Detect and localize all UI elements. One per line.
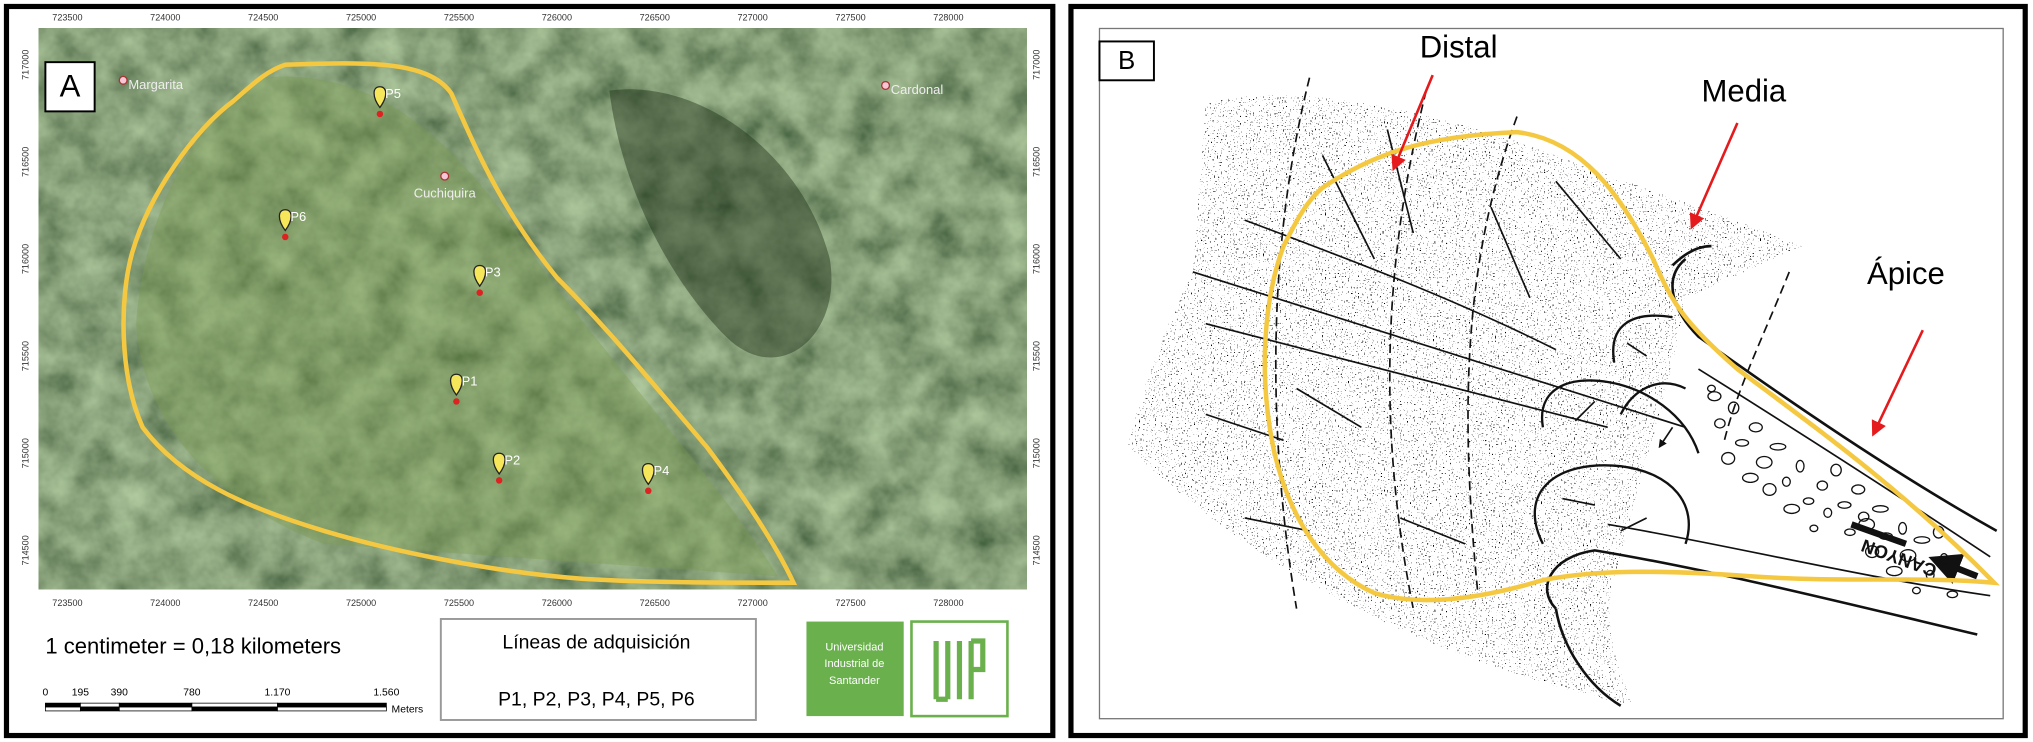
place-label: Cardonal bbox=[891, 82, 944, 97]
y-coordinate-label: 714500 bbox=[20, 535, 30, 565]
scale-segment bbox=[80, 703, 119, 707]
x-coordinate-label: 727500 bbox=[835, 13, 865, 23]
x-coordinate-label: 725500 bbox=[444, 598, 474, 608]
x-coordinate-label: 725000 bbox=[346, 598, 376, 608]
x-coordinate-label: 727500 bbox=[835, 598, 865, 608]
x-coordinate-label: 728000 bbox=[933, 598, 963, 608]
scale-segment bbox=[80, 707, 119, 711]
place-label: Cuchiquira bbox=[414, 186, 477, 201]
scale-label: 780 bbox=[183, 688, 201, 699]
point-dot bbox=[645, 488, 651, 494]
logo-text: Universidad Industrial de Santander bbox=[824, 641, 884, 687]
point-label: P1 bbox=[462, 373, 478, 388]
y-coordinate-label: 715500 bbox=[20, 341, 30, 371]
x-coordinate-label: 727000 bbox=[738, 13, 768, 23]
page: A 723500 723500 724000 724000 724500 724500 72… bbox=[0, 0, 2033, 742]
x-coordinate-label: 725500 bbox=[444, 13, 474, 23]
x-coordinate-label: 724000 bbox=[150, 13, 180, 23]
y-coordinate-label: 717000 bbox=[20, 50, 30, 80]
point-label: P5 bbox=[385, 86, 401, 101]
logo-line: Universidad bbox=[825, 641, 883, 653]
x-coordinate-label: 724000 bbox=[150, 598, 180, 608]
logo-line: Industrial de bbox=[824, 658, 884, 670]
scale-segment bbox=[119, 707, 192, 711]
scale-segment bbox=[277, 707, 386, 711]
scale-label: 1.560 bbox=[373, 688, 399, 699]
y-coordinate-label: 714500 bbox=[1032, 535, 1042, 565]
point-dot bbox=[476, 289, 482, 295]
y-coordinate-label: 716000 bbox=[1032, 244, 1042, 274]
scale-label: 390 bbox=[111, 688, 129, 699]
scale-unit: Meters bbox=[392, 704, 424, 715]
zone-label: Media bbox=[1702, 73, 1787, 108]
logo-line: Santander bbox=[829, 675, 880, 687]
legend-title: Líneas de adquisición bbox=[502, 632, 690, 654]
figure: A 723500 723500 724000 724000 724500 724500 72… bbox=[0, 0, 2033, 742]
scale-text: 1 centimeter = 0,18 kilometers bbox=[45, 633, 341, 658]
panel-label: B bbox=[1118, 47, 1135, 75]
point-label: P4 bbox=[653, 463, 669, 478]
y-coordinate-label: 715000 bbox=[20, 438, 30, 468]
y-coordinate-label: 715500 bbox=[1032, 341, 1042, 371]
point-label: P2 bbox=[504, 452, 520, 467]
place-marker bbox=[119, 76, 127, 84]
point-label: P3 bbox=[485, 265, 501, 280]
point-dot bbox=[496, 477, 502, 483]
point-label: P6 bbox=[290, 209, 306, 224]
x-coordinate-label: 724500 bbox=[248, 13, 278, 23]
scale-segment bbox=[119, 703, 192, 707]
zone-label: Distal bbox=[1420, 29, 1498, 64]
y-coordinate-label: 715000 bbox=[1032, 438, 1042, 468]
zone-label: Ápice bbox=[1867, 256, 1945, 291]
scale-segment bbox=[192, 707, 278, 711]
x-coordinate-label: 726500 bbox=[640, 13, 670, 23]
y-coordinate-label: 716500 bbox=[1032, 147, 1042, 177]
panel-label: A bbox=[60, 68, 81, 103]
point-dot bbox=[453, 398, 459, 404]
x-coordinate-label: 724500 bbox=[248, 598, 278, 608]
y-coordinate-label: 716500 bbox=[20, 147, 30, 177]
place-label: Margarita bbox=[128, 77, 183, 92]
x-coordinate-label: 728000 bbox=[933, 13, 963, 23]
scale-segment bbox=[45, 703, 80, 707]
place-marker bbox=[882, 82, 890, 90]
x-coordinate-label: 723500 bbox=[52, 598, 82, 608]
place-marker bbox=[441, 172, 449, 180]
x-coordinate-label: 726000 bbox=[542, 598, 572, 608]
point-dot bbox=[282, 234, 288, 240]
scale-segment bbox=[45, 707, 80, 711]
scale-segment bbox=[192, 703, 278, 707]
x-coordinate-label: 723500 bbox=[52, 13, 82, 23]
x-coordinate-label: 725000 bbox=[346, 13, 376, 23]
y-coordinate-label: 717000 bbox=[1032, 50, 1042, 80]
x-coordinate-label: 726500 bbox=[640, 598, 670, 608]
y-coordinate-label: 716000 bbox=[20, 244, 30, 274]
legend-text: P1, P2, P3, P4, P5, P6 bbox=[498, 689, 695, 711]
x-coordinate-label: 726000 bbox=[542, 13, 572, 23]
scale-label: 1.170 bbox=[264, 688, 290, 699]
scale-segment bbox=[277, 703, 386, 707]
scale-label: 0 bbox=[42, 688, 48, 699]
scale-label: 195 bbox=[72, 688, 90, 699]
x-coordinate-label: 727000 bbox=[738, 598, 768, 608]
point-dot bbox=[377, 111, 383, 117]
